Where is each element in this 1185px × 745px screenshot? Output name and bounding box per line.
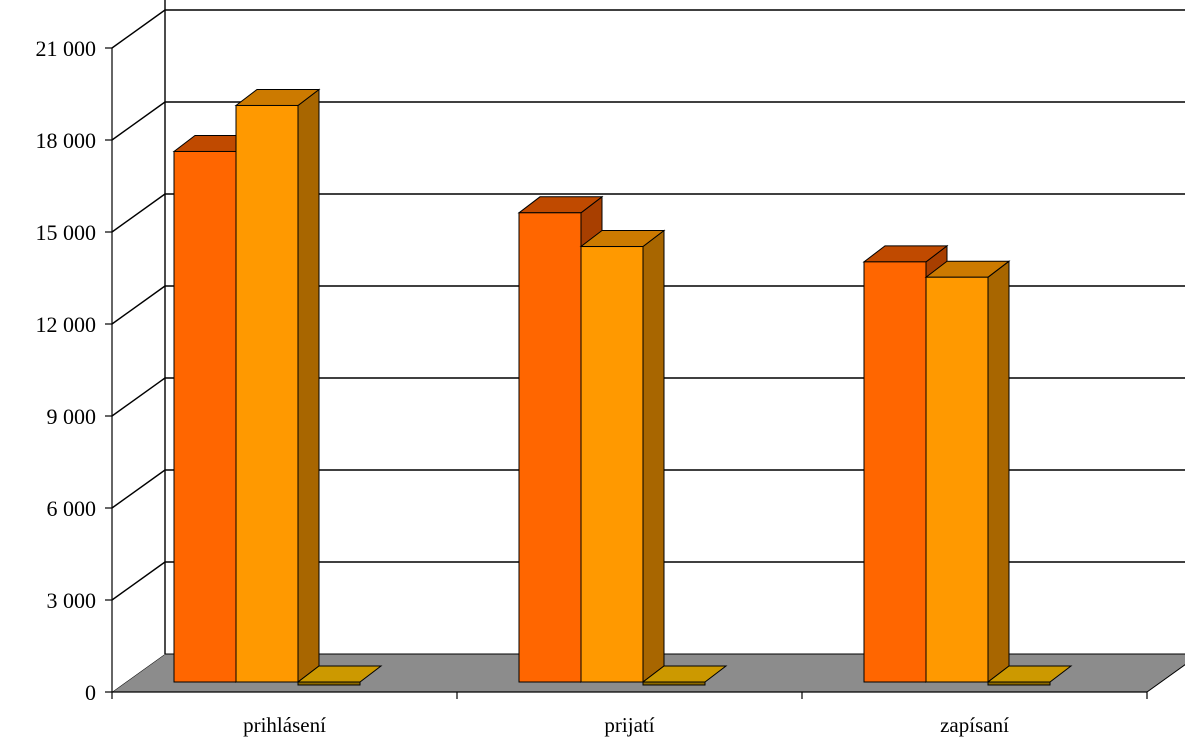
bar-front (987, 681, 1051, 686)
gridline-side (111, 469, 166, 509)
bar-front (642, 681, 706, 686)
bars (172, 88, 1073, 686)
y-tick-labels: 0 3 000 6 000 9 000 12 000 15 000 18 000 21 000 (36, 36, 97, 705)
y-tick-label: 6 000 (47, 496, 97, 521)
x-tick-label: zapísaní (940, 713, 1009, 737)
bar-prihlásení-s1 (234, 88, 321, 684)
y-tick-label: 3 000 (47, 588, 97, 613)
gridline-side (111, 9, 166, 49)
axes (105, 0, 1148, 699)
gridline-side (111, 377, 166, 417)
bar-front (580, 246, 644, 683)
x-tick-label: prijatí (604, 713, 654, 737)
bar-front (297, 681, 361, 686)
bar-front (518, 212, 582, 683)
gridline-side (111, 561, 166, 601)
bar-prijatí-s2 (641, 665, 728, 686)
y-tick-label: 0 (85, 680, 96, 705)
bar-front (235, 104, 299, 683)
bar-front (863, 261, 927, 683)
bar-zapísaní-s1 (924, 260, 1011, 684)
bar-side (987, 260, 1010, 684)
bar-side (297, 88, 320, 684)
bar-side (642, 229, 665, 684)
gridlines (111, 9, 1185, 601)
x-tick-label: prihlásení (243, 713, 326, 737)
x-tick-labels: prihlásení prijatí zapísaní (243, 713, 1009, 737)
gridline-side (111, 285, 166, 325)
bar-zapísaní-s2 (986, 665, 1073, 686)
y-tick-label: 9 000 (47, 404, 97, 429)
y-tick-label: 15 000 (36, 220, 97, 245)
y-tick-label: 18 000 (36, 128, 97, 153)
bar-front (173, 150, 237, 683)
y-tick-label: 21 000 (36, 36, 97, 61)
chart-side-wall (112, 10, 165, 692)
bar-front (925, 276, 989, 683)
y-tick-label: 12 000 (36, 312, 97, 337)
gridline-side (111, 101, 166, 141)
bar-prijatí-s1 (579, 229, 666, 684)
gridline-side (111, 193, 166, 233)
bar-prihlásení-s2 (296, 665, 383, 686)
